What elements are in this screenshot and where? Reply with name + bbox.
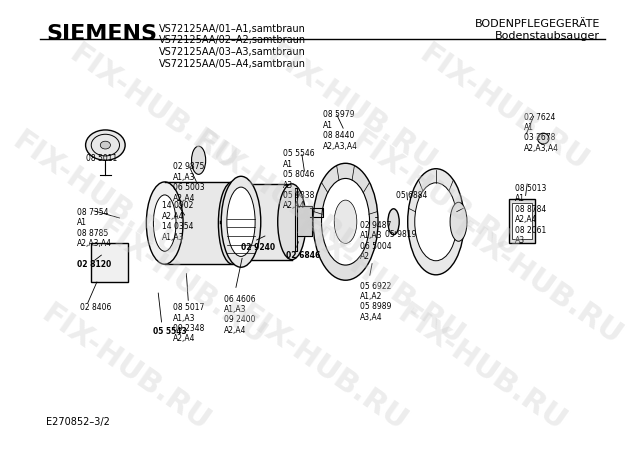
Ellipse shape	[153, 195, 176, 251]
Text: FIX-HUB.RU: FIX-HUB.RU	[448, 213, 627, 351]
Bar	[91, 243, 128, 282]
Text: FIX-HUB.RU: FIX-HUB.RU	[188, 126, 368, 264]
Text: FIX-HUB.RU: FIX-HUB.RU	[414, 40, 593, 177]
Ellipse shape	[335, 200, 357, 243]
Ellipse shape	[230, 184, 258, 260]
Ellipse shape	[450, 202, 467, 241]
Bar	[509, 199, 535, 243]
Ellipse shape	[191, 146, 205, 174]
Text: FIX-HUB.RU: FIX-HUB.RU	[64, 40, 243, 177]
Text: 08 5011: 08 5011	[86, 154, 117, 163]
Ellipse shape	[146, 182, 183, 264]
Text: 02 9875
A1,A3
06 5003
A2,A4: 02 9875 A1,A3 06 5003 A2,A4	[173, 162, 205, 202]
Text: 06 4606
A1,A3
09 2400
A2,A4: 06 4606 A1,A3 09 2400 A2,A4	[224, 295, 256, 335]
Text: 05 5543: 05 5543	[153, 327, 187, 336]
Text: 05 5546
A1
05 8046
A3
05 9838
A2,A4: 05 5546 A1 05 8046 A3 05 9838 A2,A4	[284, 149, 315, 211]
Text: FIX-HUB.RU: FIX-HUB.RU	[290, 213, 469, 351]
Text: FIX-HUB.RU: FIX-HUB.RU	[233, 299, 413, 437]
Text: 02 8120: 02 8120	[77, 260, 111, 269]
Text: FIX-HUB.RU: FIX-HUB.RU	[7, 126, 186, 264]
Text: FIX-HUB.RU: FIX-HUB.RU	[261, 40, 441, 177]
Text: 14 0902
A2,A4
14 0354
A1,A3: 14 0902 A2,A4 14 0354 A1,A3	[162, 202, 193, 242]
Ellipse shape	[408, 169, 464, 275]
Text: 08 5979
A1
08 8440
A2,A3,A4: 08 5979 A1 08 8440 A2,A3,A4	[323, 110, 358, 151]
Ellipse shape	[278, 184, 306, 260]
Text: 05 6884: 05 6884	[396, 191, 428, 200]
Text: 02 7624
A1
03 2678
A2,A3,A4: 02 7624 A1 03 2678 A2,A3,A4	[523, 112, 558, 153]
Text: 02 9240: 02 9240	[241, 243, 275, 252]
Text: 05 9819: 05 9819	[385, 230, 417, 238]
Text: 08 7354
A1
08 8785
A2,A3,A4: 08 7354 A1 08 8785 A2,A3,A4	[77, 208, 112, 248]
Ellipse shape	[100, 141, 111, 149]
Bar	[512, 202, 532, 239]
Ellipse shape	[322, 179, 370, 265]
Ellipse shape	[218, 182, 247, 264]
Text: 02 8406: 02 8406	[80, 303, 111, 312]
Ellipse shape	[221, 176, 261, 267]
Text: VS72125AA/01–A1,samtbraun
VS72125AA/02–A2,samtbraun
VS72125AA/03–A3,samtbraun
VS: VS72125AA/01–A1,samtbraun VS72125AA/02–A…	[159, 24, 306, 68]
Text: FIX-HUB.RU: FIX-HUB.RU	[392, 299, 571, 437]
Text: 08 5017
A1,A3
09 2348
A2,A4: 08 5017 A1,A3 09 2348 A2,A4	[173, 303, 205, 343]
Ellipse shape	[388, 209, 399, 235]
Ellipse shape	[537, 133, 549, 144]
Text: FIX-HUB.RU: FIX-HUB.RU	[346, 126, 525, 264]
Ellipse shape	[224, 195, 241, 251]
Text: 05 6922
A1,A2
05 8989
A3,A4: 05 6922 A1,A2 05 8989 A3,A4	[360, 282, 391, 322]
Text: 02 9487
A1,A3
06 5004
A2: 02 9487 A1,A3 06 5004 A2	[360, 221, 391, 261]
Ellipse shape	[415, 183, 457, 261]
Text: E270852–3/2: E270852–3/2	[46, 417, 110, 427]
Polygon shape	[294, 189, 298, 251]
Text: FIX-HUB.RU: FIX-HUB.RU	[92, 213, 272, 351]
Ellipse shape	[86, 130, 125, 160]
Text: BODENPFLEGEGERÄTE
Bodenstaubsauger: BODENPFLEGEGERÄTE Bodenstaubsauger	[474, 19, 600, 41]
Text: 08 5013
A1
08 8784
A2,A4
08 2061
A3: 08 5013 A1 08 8784 A2,A4 08 2061 A3	[515, 184, 546, 245]
Ellipse shape	[227, 187, 255, 256]
Text: SIEMENS: SIEMENS	[46, 24, 157, 44]
Text: FIX-HUB.RU: FIX-HUB.RU	[36, 299, 215, 437]
Text: 02 6846: 02 6846	[286, 251, 321, 260]
Ellipse shape	[313, 163, 378, 280]
